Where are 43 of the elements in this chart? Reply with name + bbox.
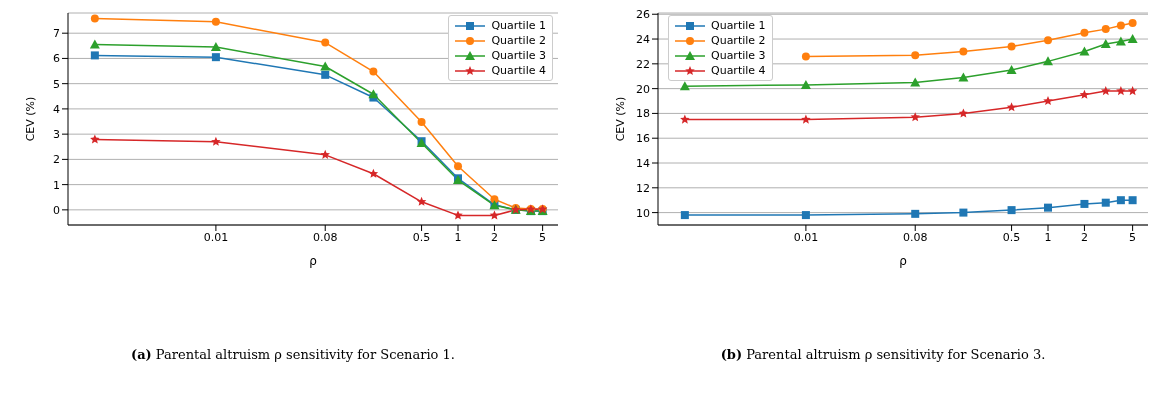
text: (b) Parental altruism ρ sensitivity for Scenario 3.: [719, 347, 1047, 362]
x-tick-label: 0.08: [312, 230, 338, 244]
x-axis-title: ρ: [899, 254, 907, 268]
legend-label: Quartile 3: [711, 48, 766, 63]
y-axis-title: CEV (%): [23, 96, 37, 142]
x-tick-label: 0.5: [1002, 230, 1021, 244]
y-tick-label: 12: [636, 181, 650, 195]
x-tick-label: 0.01: [793, 230, 819, 244]
x-tick-label: 5: [1129, 230, 1137, 244]
y-tick-label: 3: [53, 128, 60, 142]
legend-label: Quartile 1: [491, 18, 546, 33]
legend-label: Quartile 4: [711, 63, 766, 78]
text: (a) Parental altruism ρ sensitivity for Scenario 1.: [130, 347, 456, 362]
x-tick-label: 0.08: [902, 230, 928, 244]
x-tick-label: 1: [1044, 230, 1052, 244]
y-tick-label: 4: [53, 102, 60, 116]
y-tick-label: 16: [636, 132, 650, 146]
x-tick-label: 2: [490, 230, 498, 244]
y-tick-label: 20: [636, 82, 650, 96]
y-tick-label: 1: [53, 178, 60, 192]
y-tick-label: 10: [636, 206, 650, 220]
y-tick-label: 18: [636, 107, 650, 121]
x-tick-label: 5: [539, 230, 547, 244]
y-tick-label: 22: [636, 57, 650, 71]
y-tick-label: 14: [636, 156, 650, 170]
y-tick-label: 7: [53, 27, 60, 41]
y-tick-label: 6: [53, 52, 60, 66]
legend-label: Quartile 2: [491, 33, 546, 48]
y-tick-label: 5: [53, 77, 60, 91]
x-tick-label: 0.5: [412, 230, 431, 244]
x-tick-label: 0.01: [203, 230, 229, 244]
x-tick-label: 1: [454, 230, 462, 244]
legend-label: Quartile 3: [491, 48, 546, 63]
legend-label: Quartile 1: [711, 18, 766, 33]
y-tick-label: 0: [53, 203, 60, 217]
y-tick-label: 2: [53, 153, 60, 167]
legend-label: Quartile 2: [711, 33, 766, 48]
y-tick-label: 26: [636, 8, 650, 22]
legend-label: Quartile 4: [491, 63, 546, 78]
x-axis-title: ρ: [309, 254, 317, 268]
y-tick-label: 24: [636, 32, 650, 46]
y-axis-title: CEV (%): [613, 96, 627, 142]
x-tick-label: 2: [1080, 230, 1088, 244]
